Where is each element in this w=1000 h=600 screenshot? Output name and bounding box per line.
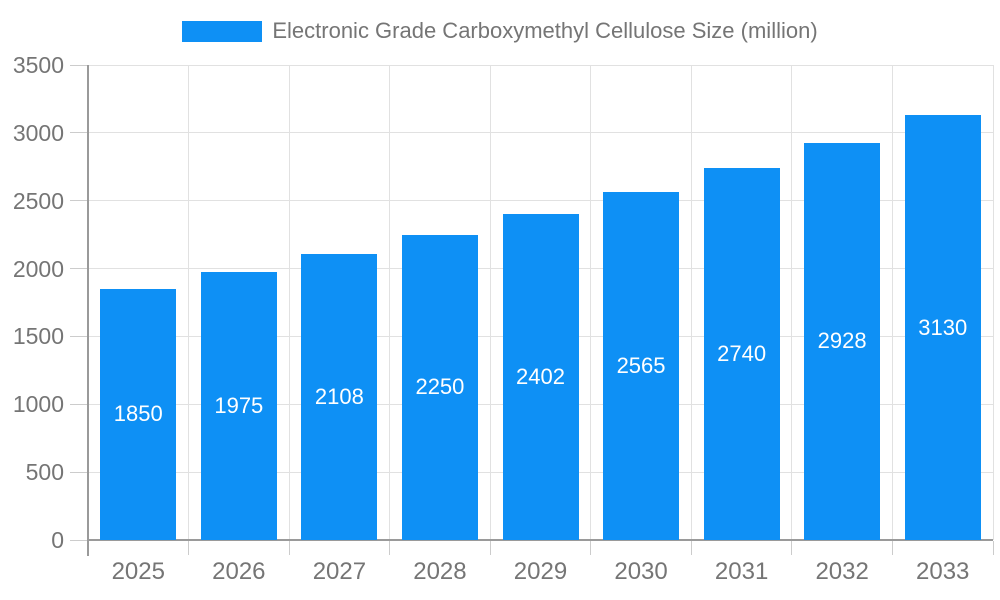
bar-value-label: 1850 xyxy=(113,401,163,427)
x-axis-label: 2025 xyxy=(111,558,165,585)
x-gridline xyxy=(590,65,592,540)
x-tick xyxy=(590,541,592,555)
x-tick xyxy=(690,541,692,555)
y-axis-label: 1500 xyxy=(12,323,64,350)
y-tick xyxy=(70,200,88,202)
bar[interactable]: 2740 xyxy=(703,168,780,540)
bar-value-label: 2565 xyxy=(616,352,666,378)
y-tick xyxy=(70,64,88,66)
y-axis-label: 2500 xyxy=(12,187,64,214)
bar[interactable]: 2928 xyxy=(804,142,881,540)
y-axis-label: 500 xyxy=(25,459,64,486)
x-axis-label: 2026 xyxy=(212,558,266,585)
x-tick xyxy=(188,541,190,555)
bar[interactable]: 3130 xyxy=(904,115,981,540)
bar-value-label: 3130 xyxy=(918,314,968,340)
y-axis-label: 2000 xyxy=(12,255,64,282)
x-axis-label: 2027 xyxy=(312,558,367,585)
y-tick xyxy=(70,335,88,337)
y-tick xyxy=(70,539,88,541)
x-gridline xyxy=(791,65,793,540)
x-tick xyxy=(389,541,391,555)
x-gridline xyxy=(690,65,692,540)
bar-value-label: 2928 xyxy=(817,328,867,354)
bar-value-label: 2250 xyxy=(415,374,465,400)
bar-value-label: 1975 xyxy=(214,392,264,418)
y-axis-label: 1000 xyxy=(12,391,64,418)
x-axis-label: 2030 xyxy=(614,558,668,585)
y-tick xyxy=(70,132,88,134)
x-gridline xyxy=(288,65,290,540)
bar[interactable]: 2565 xyxy=(603,191,680,540)
x-gridline xyxy=(188,65,190,540)
bar[interactable]: 2108 xyxy=(301,253,378,540)
y-axis-label: 3000 xyxy=(12,119,64,146)
bar[interactable]: 1975 xyxy=(200,271,277,540)
x-gridline xyxy=(992,65,994,540)
x-axis-label: 2032 xyxy=(815,558,869,585)
bar[interactable]: 2402 xyxy=(502,214,579,540)
bar-value-label: 2402 xyxy=(516,364,565,389)
x-axis-label: 2031 xyxy=(714,558,769,585)
y-tick xyxy=(70,471,88,473)
y-axis-line xyxy=(87,65,89,556)
x-tick xyxy=(489,541,491,555)
x-tick xyxy=(992,541,994,555)
x-gridline xyxy=(891,65,893,540)
bar-value-label: 2108 xyxy=(314,383,364,409)
bar[interactable]: 2250 xyxy=(401,234,478,540)
y-axis-label: 3500 xyxy=(12,52,64,78)
y-gridline xyxy=(88,132,993,134)
y-tick xyxy=(70,403,88,405)
bar-value-label: 2740 xyxy=(717,341,767,367)
bar[interactable]: 1850 xyxy=(100,288,177,540)
legend: Electronic Grade Carboxymethyl Cellulose… xyxy=(0,18,1000,44)
x-gridline xyxy=(489,65,491,540)
x-axis-label: 2029 xyxy=(513,558,568,585)
legend-label: Electronic Grade Carboxymethyl Cellulose… xyxy=(272,18,818,43)
x-tick xyxy=(791,541,793,555)
x-tick xyxy=(288,541,290,555)
x-axis-line xyxy=(88,539,993,541)
x-gridline xyxy=(389,65,391,540)
plot-area: 0 500 1000 1500 2000 2500 3000 3500 1850 2025 1975… xyxy=(13,52,994,585)
x-tick xyxy=(891,541,893,555)
y-axis-label: 0 xyxy=(51,527,64,553)
y-gridline xyxy=(88,200,993,202)
y-gridline xyxy=(88,64,993,66)
legend-swatch-icon xyxy=(182,20,263,42)
x-axis-label: 2028 xyxy=(413,558,467,585)
y-tick xyxy=(70,268,88,270)
legend-item[interactable]: Electronic Grade Carboxymethyl Cellulose… xyxy=(182,18,818,44)
x-axis-label: 2033 xyxy=(916,558,970,585)
